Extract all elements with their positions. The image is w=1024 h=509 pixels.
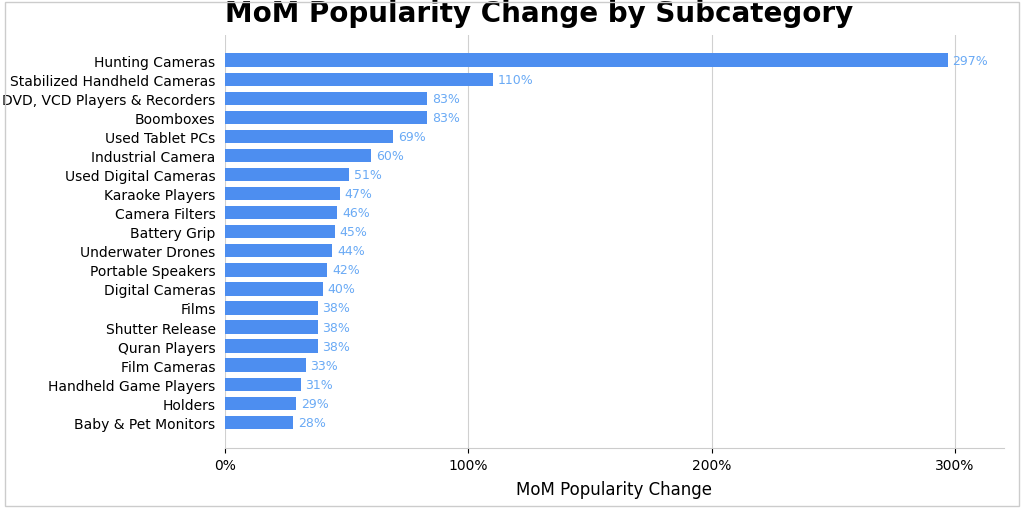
Text: MoM Popularity Change by Subcategory: MoM Popularity Change by Subcategory <box>225 0 854 28</box>
Bar <box>225 359 305 372</box>
Text: 38%: 38% <box>323 302 350 315</box>
Text: 29%: 29% <box>301 397 329 410</box>
Bar <box>225 93 427 106</box>
Bar <box>225 416 293 429</box>
Bar <box>225 378 301 391</box>
Text: 51%: 51% <box>354 168 382 182</box>
Text: 110%: 110% <box>498 74 534 87</box>
Bar <box>225 225 335 239</box>
Text: 60%: 60% <box>376 150 403 163</box>
Text: 38%: 38% <box>323 321 350 334</box>
Text: 45%: 45% <box>340 226 368 239</box>
Bar <box>225 187 340 201</box>
Bar <box>225 397 296 410</box>
Text: 40%: 40% <box>328 283 355 296</box>
Text: 297%: 297% <box>952 54 988 68</box>
Text: 31%: 31% <box>305 378 333 391</box>
Bar <box>225 302 317 315</box>
Bar <box>225 282 323 296</box>
Text: 69%: 69% <box>398 131 426 144</box>
Bar <box>225 245 332 258</box>
Text: 42%: 42% <box>332 264 360 277</box>
Text: 28%: 28% <box>298 416 326 429</box>
Text: 83%: 83% <box>432 111 460 125</box>
Bar <box>225 111 427 125</box>
Bar <box>225 150 372 163</box>
Text: 83%: 83% <box>432 93 460 105</box>
Text: 47%: 47% <box>344 188 373 201</box>
Text: 46%: 46% <box>342 207 370 220</box>
Bar <box>225 73 493 87</box>
Bar <box>225 340 317 353</box>
Text: 33%: 33% <box>310 359 338 372</box>
Bar <box>225 207 337 220</box>
Text: 44%: 44% <box>337 245 365 258</box>
Text: 38%: 38% <box>323 340 350 353</box>
X-axis label: MoM Popularity Change: MoM Popularity Change <box>516 480 713 498</box>
Bar <box>225 264 328 277</box>
Bar <box>225 168 349 182</box>
Bar <box>225 130 393 144</box>
Bar <box>225 54 947 68</box>
Bar <box>225 321 317 334</box>
